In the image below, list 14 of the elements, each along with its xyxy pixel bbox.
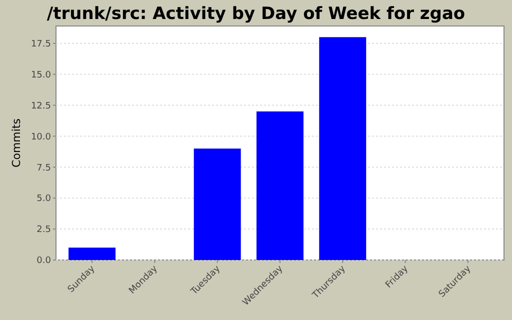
chart-title: /trunk/src: Activity by Day of Week for zgao (46, 4, 466, 24)
y-tick-label: 0.0 (36, 256, 52, 266)
bar (68, 248, 116, 260)
bar (319, 37, 366, 260)
y-tick-label: 15.0 (30, 70, 52, 80)
y-axis-title: Commits (10, 118, 23, 168)
y-tick-label: 5.0 (36, 194, 52, 204)
bar (194, 148, 241, 260)
bar (256, 111, 304, 260)
y-tick-label: 17.5 (30, 39, 51, 50)
y-tick-label: 10.0 (30, 132, 52, 142)
y-tick-label: 7.5 (36, 163, 51, 174)
y-tick-label: 2.5 (36, 225, 51, 236)
y-tick-label: 12.5 (30, 101, 51, 112)
